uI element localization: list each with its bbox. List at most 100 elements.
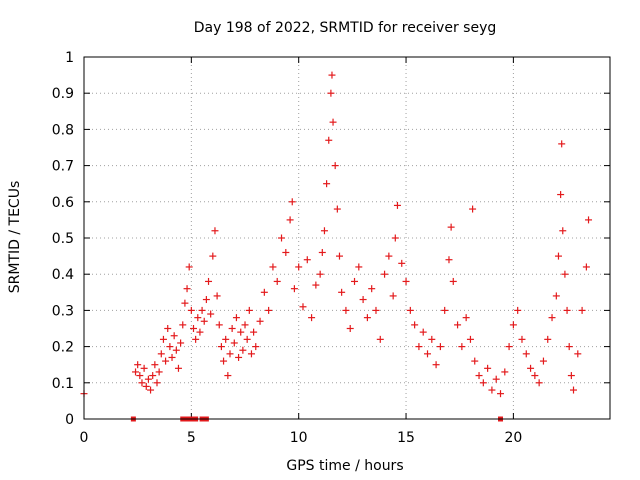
data-point <box>411 321 419 329</box>
y-tick-label: 1 <box>65 50 74 66</box>
data-point <box>288 198 296 206</box>
data-point <box>168 353 176 361</box>
data-point <box>247 350 255 358</box>
data-point <box>260 288 268 296</box>
data-point <box>312 281 320 289</box>
data-point <box>535 379 543 387</box>
data-point <box>241 321 249 329</box>
grid <box>83 56 610 420</box>
data-point <box>389 292 397 300</box>
data-point <box>138 379 146 387</box>
data-point <box>527 364 535 372</box>
y-tick-label: 0.5 <box>52 231 74 247</box>
data-point <box>505 343 513 351</box>
data-point <box>282 248 290 256</box>
data-point <box>393 201 401 209</box>
data-point <box>462 314 470 322</box>
data-point <box>183 285 191 293</box>
data-point <box>278 234 286 242</box>
plot-frame <box>83 56 611 420</box>
data-point <box>346 325 354 332</box>
data-point <box>355 263 363 271</box>
data-point <box>228 325 236 332</box>
data-point <box>256 317 264 325</box>
data-point <box>484 364 492 372</box>
data-point <box>559 227 567 235</box>
data-point <box>567 372 575 380</box>
data-point <box>492 375 500 383</box>
data-point <box>432 361 440 369</box>
data-point <box>539 357 547 365</box>
data-point <box>471 357 479 365</box>
data-point <box>250 328 258 336</box>
y-tick-label: 0.9 <box>52 86 74 102</box>
data-point <box>376 335 384 343</box>
x-tick-label: 5 <box>187 430 196 446</box>
data-point <box>265 306 273 314</box>
y-tick-label: 0.6 <box>52 195 74 211</box>
data-point <box>578 306 586 314</box>
data-point <box>561 270 569 278</box>
y-tick-label: 0.8 <box>52 122 74 138</box>
data-point <box>230 339 238 347</box>
data-point <box>402 277 410 285</box>
data-point <box>447 223 455 231</box>
data-point <box>189 325 197 332</box>
data-point <box>475 372 483 380</box>
data-point <box>198 306 206 314</box>
data-point <box>436 343 444 351</box>
data-point <box>157 350 165 358</box>
axis-ticks <box>83 56 610 420</box>
data-point <box>458 343 466 351</box>
data-point <box>174 364 182 372</box>
data-point <box>582 263 590 271</box>
data-point <box>509 321 517 329</box>
data-points <box>80 71 593 422</box>
data-point <box>172 346 180 354</box>
data-point <box>449 277 457 285</box>
data-point <box>194 314 202 322</box>
y-tick-label: 0.7 <box>52 159 74 175</box>
data-point <box>166 343 174 351</box>
data-point <box>308 314 316 322</box>
data-point <box>149 372 157 380</box>
x-tick-label: 0 <box>80 430 89 446</box>
data-point <box>151 361 159 369</box>
data-point <box>557 191 565 199</box>
data-point <box>531 372 539 380</box>
data-point <box>320 227 328 235</box>
y-tick-label: 0.1 <box>52 376 74 392</box>
data-point <box>359 296 367 304</box>
data-point <box>200 317 208 325</box>
data-point <box>419 328 427 336</box>
data-point <box>232 314 240 322</box>
y-tick-label: 0.2 <box>52 340 74 356</box>
data-point <box>372 306 380 314</box>
data-point <box>342 306 350 314</box>
data-point <box>351 277 359 285</box>
data-point <box>290 285 298 293</box>
data-point <box>181 299 189 307</box>
data-point <box>159 335 167 343</box>
y-tick-label: 0.3 <box>52 303 74 319</box>
data-point <box>570 386 578 394</box>
data-point <box>147 386 155 394</box>
data-point <box>497 390 505 398</box>
data-point <box>363 314 371 322</box>
data-point <box>514 306 522 314</box>
data-point <box>213 292 221 300</box>
data-point <box>299 303 307 311</box>
data-point <box>202 296 210 304</box>
data-point <box>207 310 215 318</box>
tick-labels: 00.10.20.30.40.50.60.70.80.910 5 10 15 20 <box>52 50 523 446</box>
data-point <box>177 339 185 347</box>
data-point <box>558 140 566 148</box>
data-point <box>153 379 161 387</box>
data-point <box>335 252 343 260</box>
data-point <box>155 368 163 376</box>
data-point <box>585 216 593 224</box>
data-point <box>479 379 487 387</box>
data-point <box>415 343 423 351</box>
data-point <box>391 234 399 242</box>
data-point <box>445 256 453 264</box>
